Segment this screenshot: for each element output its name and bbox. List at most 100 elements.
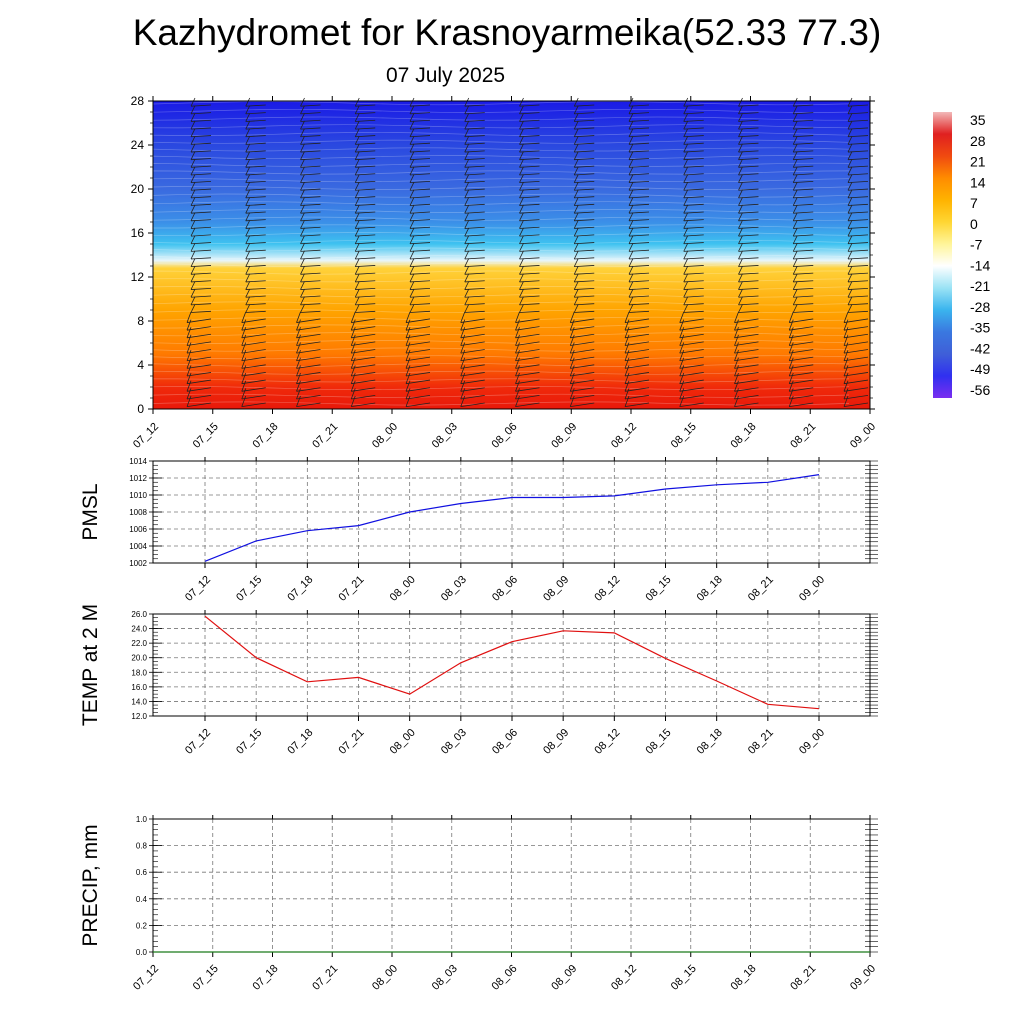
wind-barb-flag (409, 197, 415, 206)
wind-barb (515, 349, 540, 354)
wind-barb (405, 349, 431, 354)
wind-barb-flag (738, 166, 743, 176)
wind-barb-flag (792, 158, 798, 168)
x-tick-label: 08_15 (644, 727, 674, 757)
wind-barb (409, 104, 431, 107)
wind-barb-flag (190, 166, 196, 176)
wind-barb (519, 310, 540, 313)
contour-line (152, 301, 850, 306)
wind-barb (190, 280, 212, 283)
wind-barb (847, 219, 869, 222)
wind-barb (843, 372, 869, 377)
wind-barb-flag (186, 311, 192, 323)
wind-barb (734, 364, 759, 369)
wind-barb (409, 158, 431, 161)
wind-barb (190, 272, 212, 275)
x-tick-label: 07_21 (310, 963, 340, 993)
wind-barb-flag (409, 105, 415, 115)
wind-barb (186, 356, 212, 362)
wind-barb (624, 349, 650, 354)
wind-barb (628, 203, 650, 206)
wind-barb-flag (738, 158, 743, 168)
wind-barb-flag (409, 281, 415, 290)
wind-barb (190, 242, 212, 245)
wind-barb-flag (515, 350, 520, 361)
wind-barb-flag (624, 311, 630, 323)
wind-barb-flag (573, 113, 579, 122)
wind-barb-flag (519, 197, 524, 206)
wind-barb-flag (573, 250, 579, 260)
wind-barb-flag (847, 128, 853, 137)
wind-barb-flag (241, 327, 247, 338)
wind-barb-flag (628, 120, 634, 130)
wind-barb-flag (847, 136, 853, 145)
wind-barb (464, 104, 485, 107)
wind-barb-flag (738, 296, 743, 306)
wind-barb-flag (683, 227, 689, 237)
wind-barb-flag (300, 128, 305, 137)
x-tick-label: 08_06 (490, 574, 520, 604)
wind-barb-flag (519, 174, 524, 183)
wind-barb-flag (628, 113, 634, 122)
wind-barb (519, 287, 540, 290)
wind-barb (245, 303, 266, 306)
wind-barb (300, 287, 321, 290)
wind-barb-flag (245, 296, 251, 306)
wind-barb (683, 234, 704, 237)
wind-barb-flag (464, 288, 470, 298)
wind-barb-flag (296, 319, 301, 331)
wind-barb (190, 226, 212, 229)
x-tick-label: 08_21 (746, 574, 776, 604)
wind-barb (355, 211, 376, 214)
wind-barb-flag (300, 143, 305, 153)
wind-barb (628, 150, 650, 153)
wind-barb-flag (628, 136, 634, 145)
x-tick-label: 08_09 (549, 963, 579, 993)
wind-barb-flag (241, 365, 247, 377)
wind-barb (245, 181, 266, 184)
wind-barb (190, 310, 212, 313)
wind-barb-flag (241, 334, 247, 346)
wind-barb (519, 173, 540, 176)
wind-barb (679, 402, 704, 407)
wind-barb (190, 257, 212, 260)
wind-barb (570, 402, 595, 407)
wind-barb-flag (519, 181, 524, 191)
wind-barb (409, 249, 431, 252)
wind-barb (574, 196, 595, 199)
wind-barb (300, 173, 321, 176)
wind-barb (847, 211, 869, 214)
wind-barb-flag (245, 212, 251, 221)
wind-barb (519, 295, 540, 298)
wind-barb-flag (792, 204, 798, 214)
wind-barb (409, 219, 431, 222)
wind-barb (409, 142, 431, 145)
wind-barb (628, 211, 650, 214)
y-tick-label: 22.0 (131, 639, 147, 648)
wind-barb-flag (245, 204, 251, 214)
wind-barb-flag (683, 97, 689, 107)
wind-barb (515, 394, 540, 400)
wind-barb-flag (679, 388, 685, 400)
wind-barb (738, 280, 759, 283)
x-tick-label: 08_03 (439, 727, 469, 757)
contour-line (152, 147, 850, 152)
wind-barb-flag (515, 319, 520, 331)
wind-barb (847, 234, 869, 237)
wind-barb-flag (405, 380, 411, 392)
wind-barb-flag (738, 250, 743, 260)
wind-barb-flag (296, 395, 301, 407)
wind-barb-flag (683, 189, 689, 199)
wind-barb-flag (788, 319, 794, 331)
wind-barb-flag (245, 151, 251, 160)
wind-barb (460, 326, 485, 331)
wind-barb (738, 310, 759, 313)
y-tick-label: 1.0 (136, 815, 148, 824)
pmsl-plot: 1002 1004 1006 1008 1010 1012 1014 07_12 07_15 07… (79, 457, 878, 604)
wind-barb (738, 287, 759, 290)
wind-barb (519, 203, 540, 206)
wind-barb (519, 280, 540, 283)
wind-barb-flag (354, 97, 360, 107)
x-tick-label: 08_21 (746, 727, 776, 757)
wind-barb (515, 387, 540, 392)
